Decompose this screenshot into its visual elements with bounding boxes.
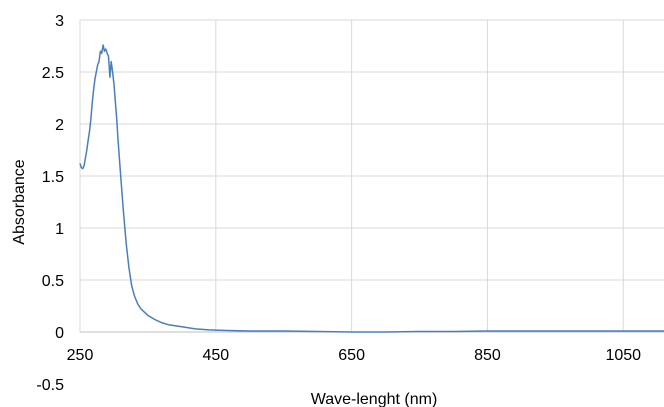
absorbance-series-line <box>79 44 664 333</box>
y-tick-label: 1 <box>55 221 64 238</box>
grid-lines <box>79 19 664 333</box>
x-tick-label: 450 <box>202 347 229 364</box>
y-tick-label: -0.5 <box>36 377 64 394</box>
x-axis-title: Wave-lenght (nm) <box>311 391 438 407</box>
y-tick-label: 2.5 <box>42 65 64 82</box>
y-tick-label: 2 <box>55 117 64 134</box>
x-tick-label: 650 <box>338 347 365 364</box>
series-layer <box>79 44 664 333</box>
y-tick-label: 0.5 <box>42 273 64 290</box>
x-tick-label: 250 <box>67 347 94 364</box>
y-tick-label: 1.5 <box>42 169 64 186</box>
x-tick-label: 850 <box>474 347 501 364</box>
y-tick-label: 0 <box>55 325 64 342</box>
y-tick-label: 3 <box>55 13 64 30</box>
y-axis-title: Absorbance <box>11 159 28 244</box>
x-tick-label: 1050 <box>605 347 641 364</box>
